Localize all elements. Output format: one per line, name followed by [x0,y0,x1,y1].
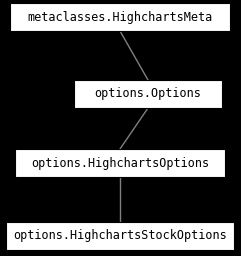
Text: options.Options: options.Options [94,88,201,101]
Text: options.HighchartsStockOptions: options.HighchartsStockOptions [13,229,227,242]
FancyBboxPatch shape [6,222,234,250]
Text: metaclasses.HighchartsMeta: metaclasses.HighchartsMeta [27,10,213,24]
FancyBboxPatch shape [74,80,222,108]
FancyBboxPatch shape [15,149,225,177]
Text: options.HighchartsOptions: options.HighchartsOptions [31,156,209,169]
FancyBboxPatch shape [10,3,230,31]
